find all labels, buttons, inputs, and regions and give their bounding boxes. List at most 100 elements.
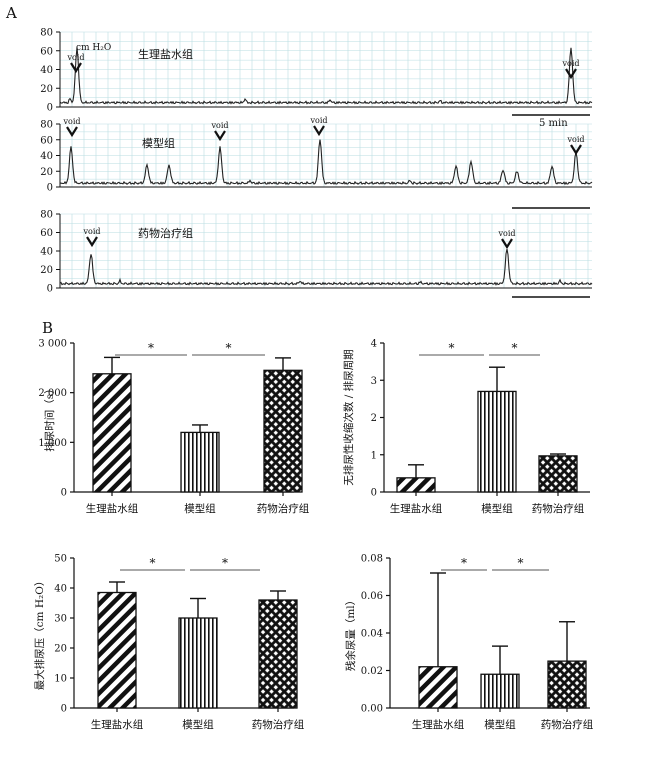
bar — [477, 390, 517, 493]
y-tick-label: 0 — [371, 488, 377, 499]
void-arrow-icon — [86, 236, 98, 248]
significance-marker: * — [518, 556, 524, 570]
grid — [59, 213, 592, 289]
significance-marker: * — [222, 556, 228, 570]
trace-panel-saline: 80 60 40 20 0 void void 生理盐水组 — [40, 28, 593, 116]
y-tick-label: 40 — [40, 65, 53, 76]
bar — [258, 599, 298, 709]
void-arrow-icon — [565, 68, 577, 80]
pressure-trace — [59, 139, 593, 186]
y-tick-label: 0.08 — [361, 554, 383, 565]
y-tick-label: 3 000 — [38, 339, 67, 350]
y-axis-label: 最大排尿压（cm H₂O） — [33, 576, 46, 691]
group-label: 药物治疗组 — [138, 226, 193, 240]
pressure-traces: 80 60 40 20 0 void void 生理盐水组 80 60 40 20 0 void void… — [40, 28, 593, 298]
significance-marker: * — [512, 341, 518, 355]
bar-chart-residual-volume: 0.00 0.02 0.04 0.06 0.08 残余尿量（ml） 生理盐水组 模型组 药物治疗… — [344, 554, 594, 732]
y-tick-label: 30 — [54, 614, 67, 625]
y-tick-label: 1 — [371, 450, 377, 461]
y-tick-label: 20 — [54, 644, 67, 655]
significance-marker: * — [461, 556, 467, 570]
bar — [97, 591, 137, 709]
void-label: void — [62, 117, 80, 126]
void-label: void — [566, 135, 584, 144]
scale-bar-label: 5 min — [539, 118, 568, 129]
y-tick-label: 0.02 — [361, 666, 383, 677]
bar — [418, 666, 458, 709]
bar — [538, 455, 578, 493]
y-tick-label: 40 — [40, 151, 53, 162]
y-tick-label: 0 — [47, 183, 53, 194]
x-tick-label: 药物治疗组 — [257, 502, 310, 515]
unit-label: cm H₂O — [76, 43, 111, 53]
bar — [396, 477, 436, 493]
bar-chart-max-voiding-pressure: 0 10 20 30 40 50 最大排尿压（cm H₂O） 生理盐水组 模型组 药物治疗组 * * — [33, 554, 305, 732]
pressure-trace — [59, 47, 593, 105]
void-arrow-icon — [501, 238, 513, 250]
y-tick-label: 60 — [40, 228, 53, 239]
void-arrow-icon — [313, 125, 325, 137]
y-tick-label: 2 — [371, 413, 377, 424]
y-tick-label: 80 — [40, 210, 53, 221]
y-tick-label: 0 — [47, 103, 53, 114]
bar — [178, 617, 218, 709]
y-tick-label: 50 — [54, 554, 67, 565]
x-tick-label: 生理盐水组 — [412, 718, 465, 731]
panel-label-b: B — [42, 319, 53, 337]
void-label: void — [497, 229, 515, 238]
void-arrow-icon — [570, 144, 582, 156]
y-tick-label: 80 — [40, 28, 53, 39]
y-tick-label: 60 — [40, 135, 53, 146]
trace-panel-drug: 80 60 40 20 0 void void 药物治疗组 — [40, 210, 593, 298]
group-label: 生理盐水组 — [138, 47, 193, 61]
y-tick-label: 0.04 — [361, 629, 383, 640]
y-tick-label: 3 — [371, 376, 377, 387]
bar — [180, 431, 220, 493]
y-tick-label: 80 — [40, 120, 53, 131]
x-tick-label: 生理盐水组 — [86, 502, 139, 515]
x-tick-label: 模型组 — [182, 718, 214, 731]
x-tick-label: 生理盐水组 — [91, 718, 144, 731]
significance-marker: * — [148, 341, 154, 355]
significance-marker: * — [449, 341, 455, 355]
x-tick-label: 模型组 — [184, 502, 216, 515]
y-tick-label: 0 — [61, 704, 67, 715]
void-arrow-icon — [70, 62, 82, 74]
void-label: void — [561, 59, 579, 68]
y-tick-label: 0.00 — [361, 704, 383, 715]
bar — [263, 369, 303, 493]
panel-label-a: A — [5, 4, 17, 22]
y-axis-label: 排尿时间（s） — [43, 383, 56, 451]
x-tick-label: 药物治疗组 — [541, 718, 594, 731]
void-label: void — [66, 53, 84, 62]
pressure-trace — [59, 248, 593, 286]
x-tick-label: 药物治疗组 — [252, 718, 305, 731]
y-tick-label: 40 — [40, 247, 53, 258]
y-tick-label: 10 — [54, 674, 67, 685]
x-tick-label: 模型组 — [484, 718, 516, 731]
void-label: void — [309, 116, 327, 125]
bar — [480, 673, 520, 709]
y-tick-label: 60 — [40, 46, 53, 57]
x-tick-label: 药物治疗组 — [532, 502, 585, 515]
void-label: void — [82, 227, 100, 236]
trace-panel-model: 80 60 40 20 0 void void void void 模型组 — [40, 116, 593, 209]
y-tick-label: 4 — [371, 339, 377, 350]
y-axis-label: 无排尿性收缩次数 / 排尿周期 — [342, 349, 355, 485]
y-tick-label: 1 000 — [38, 438, 67, 449]
x-tick-label: 模型组 — [481, 502, 513, 515]
significance-marker: * — [226, 341, 232, 355]
y-tick-label: 20 — [40, 84, 53, 95]
y-tick-label: 2 000 — [38, 388, 67, 399]
y-tick-label: 0 — [47, 284, 53, 295]
y-tick-label: 20 — [40, 167, 53, 178]
significance-marker: * — [150, 556, 156, 570]
y-tick-label: 0 — [61, 488, 67, 499]
grid — [59, 31, 592, 108]
grid — [59, 123, 592, 188]
bar-chart-voiding-time: 0 1 000 2 000 3 000 排尿时间（s） 生理盐水组 模型组 药物治疗组 * * — [38, 339, 309, 516]
void-label: void — [210, 121, 228, 130]
group-label: 模型组 — [142, 136, 175, 150]
